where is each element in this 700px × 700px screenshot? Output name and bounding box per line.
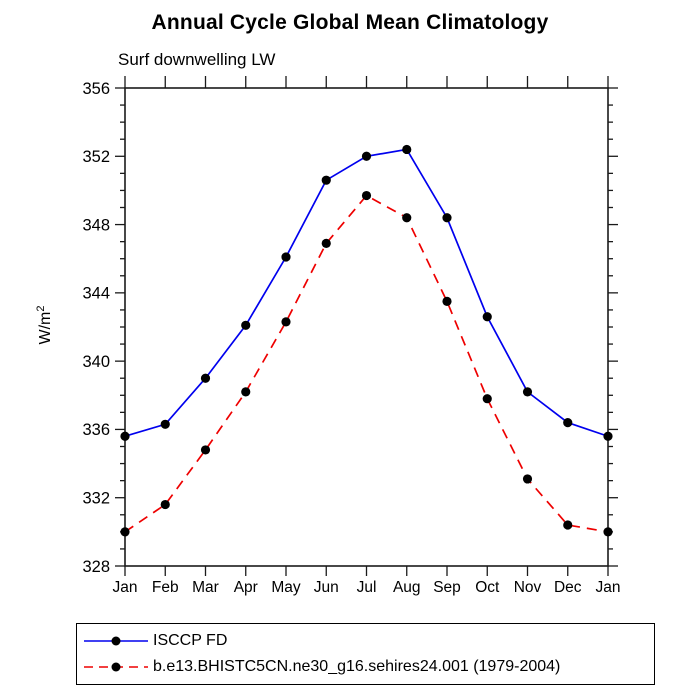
y-tick-label: 336 (82, 421, 110, 439)
x-tick-label: Jun (314, 579, 339, 596)
data-point (563, 418, 573, 428)
data-point (442, 296, 452, 306)
x-tick-label: Aug (393, 579, 421, 596)
chart-title: Annual Cycle Global Mean Climatology (151, 11, 549, 34)
legend-sample-solid-line (84, 636, 148, 646)
x-tick-label: Jul (357, 579, 377, 596)
data-point (563, 520, 573, 530)
data-point (522, 474, 533, 484)
data-point (120, 431, 130, 441)
data-point (442, 213, 452, 223)
y-tick-label: 332 (82, 489, 110, 507)
x-tick-label: May (271, 579, 301, 596)
legend-entry-model: b.e13.BHISTC5CN.ne30_g16.sehires24.001 (… (83, 655, 654, 679)
data-point (160, 499, 170, 510)
data-point (281, 317, 291, 327)
y-tick-label: 340 (82, 353, 110, 371)
data-point (361, 151, 372, 161)
x-tick-label: Jan (113, 579, 138, 596)
data-point (241, 320, 251, 330)
legend-sample-dashed-line (84, 662, 148, 672)
data-point (200, 445, 211, 455)
y-axis-label-exponent: 2 (34, 305, 47, 312)
data-point (321, 175, 331, 185)
legend-marker-dot (111, 662, 121, 672)
chart-subtitle: Surf downwelling LW (118, 50, 276, 69)
data-point (482, 394, 492, 404)
legend-marker-dot (111, 636, 121, 646)
legend-label-model: b.e13.BHISTC5CN.ne30_g16.sehires24.001 (… (153, 658, 561, 675)
y-tick-label: 348 (82, 216, 110, 234)
data-point (160, 419, 170, 429)
x-tick-label: Nov (514, 579, 542, 596)
y-axis-label: W/m2 (35, 306, 55, 345)
x-tick-label: Sep (433, 579, 461, 596)
y-tick-label: 344 (82, 285, 110, 303)
plot-frame (124, 87, 609, 567)
data-point (522, 387, 533, 397)
x-tick-label: Feb (152, 579, 179, 596)
x-tick-label: Dec (554, 579, 582, 596)
data-point (402, 144, 412, 155)
data-point (402, 213, 412, 223)
data-point (361, 190, 372, 201)
series-line-1 (124, 194, 609, 533)
data-point (200, 373, 211, 383)
x-tick-label: Mar (192, 579, 219, 596)
data-point (603, 527, 613, 537)
x-tick-label: Jan (596, 579, 621, 596)
data-point (241, 387, 251, 397)
data-point (321, 238, 331, 248)
legend-entry-isccp: ISCCP FD (83, 629, 654, 653)
y-tick-label: 352 (82, 148, 110, 166)
x-tick-label: Apr (234, 579, 258, 596)
data-point (603, 431, 613, 441)
data-point (281, 252, 291, 262)
data-point (482, 312, 492, 322)
data-point (120, 527, 130, 537)
y-axis-label-text: W/m (37, 311, 55, 345)
y-tick-label: 328 (82, 558, 110, 576)
x-tick-label: Oct (475, 579, 500, 596)
legend-label-isccp: ISCCP FD (153, 632, 228, 649)
legend-box: ISCCP FD b.e13.BHISTC5CN.ne30_g16.sehire… (76, 623, 655, 685)
y-tick-label: 356 (82, 80, 110, 98)
